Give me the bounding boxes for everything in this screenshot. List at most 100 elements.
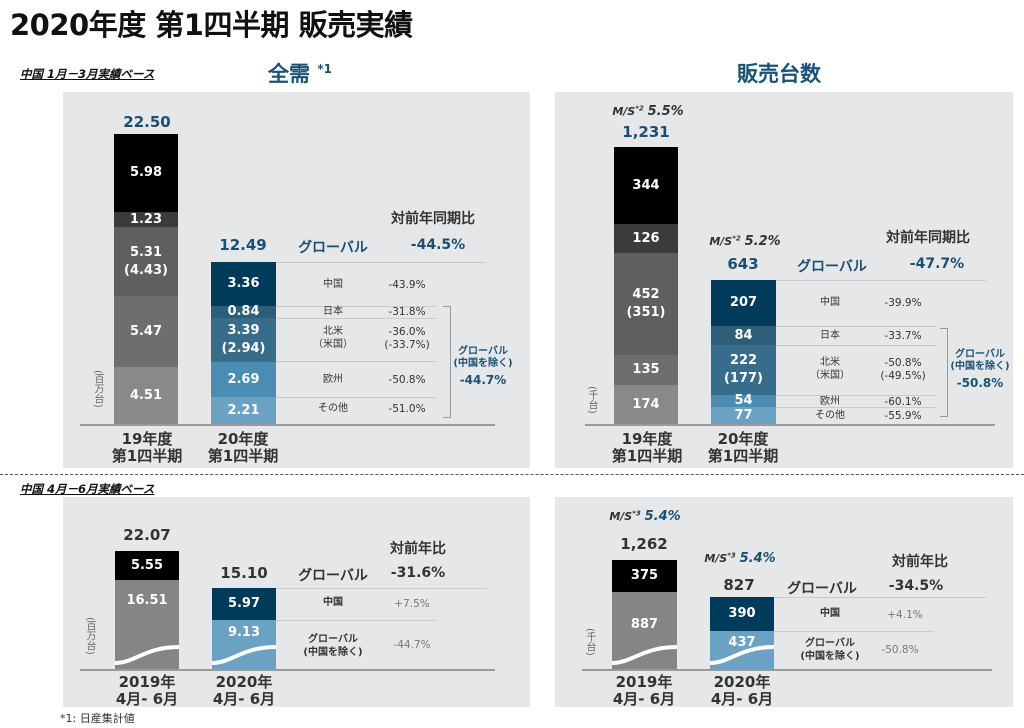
value-text: 19年度 <box>121 430 173 448</box>
bar-segment-china: 375 <box>612 560 677 592</box>
axis-break-icon <box>212 645 276 665</box>
value-text: (中国を除く) <box>303 646 363 658</box>
value-text: M/S <box>704 552 728 565</box>
row-divider <box>776 345 936 346</box>
total-label: 827 <box>723 576 755 594</box>
value-text: M/S <box>709 235 733 248</box>
value-text: -44.7% <box>459 373 507 387</box>
x-label: 19年度 第1四半期 <box>97 431 197 464</box>
row-region: 北米 （米国） <box>795 357 865 382</box>
row-yoy: -50.8% <box>881 644 919 656</box>
value-text: 344 <box>632 177 660 193</box>
market-share: M/S*3 5.4% <box>680 551 800 566</box>
footnote: *1: 日産集計値 <box>60 712 135 725</box>
value-text: 9.13 <box>227 625 261 640</box>
unit-label: (千台) <box>586 386 597 414</box>
global-yoy: -47.7% <box>909 256 965 272</box>
bar-19: 344 126 452 (351) 135 174 <box>614 147 678 424</box>
bar-segment-europe: 135 <box>614 355 678 385</box>
global-yoy: -34.5% <box>888 578 944 594</box>
value-text: 4月- 6月 <box>710 689 774 708</box>
row-yoy: -43.9% <box>388 279 426 291</box>
value-text: 222 <box>729 353 758 369</box>
value-text: (-33.7%) <box>384 339 430 352</box>
bar-segment-japan: 84 <box>711 326 776 345</box>
row-yoy: -60.1% <box>884 396 922 408</box>
row-region: 日本 <box>323 306 343 317</box>
global-yoy: -31.6% <box>390 565 446 581</box>
row-yoy: +7.5% <box>394 598 430 610</box>
bar-segment-china: 5.98 <box>114 134 178 212</box>
tiv-heading: 全需 *1 <box>268 58 332 88</box>
value-text: 452 <box>632 287 660 303</box>
x-label: 20年度 第1四半期 <box>693 431 793 464</box>
yoy-header: 対前年比 <box>390 541 446 557</box>
value-text: 北米 <box>820 357 840 368</box>
bar-segment-china: 390 <box>710 597 774 631</box>
row-region: 中国 <box>820 608 840 619</box>
unit-label: (百万台) <box>92 370 103 408</box>
value-text: （米国） <box>313 338 353 350</box>
value-text: 4.51 <box>129 387 163 403</box>
value-text: 135 <box>632 362 660 378</box>
row-region: 欧州 <box>820 396 840 407</box>
bar-segment-other: 174 <box>614 385 678 424</box>
bracket <box>940 328 948 417</box>
value-text: (351) <box>626 305 666 320</box>
value-text: -50.8% <box>884 357 922 369</box>
bar-segment-japan: 0.84 <box>211 304 276 319</box>
value-text: 5.31 <box>129 244 163 260</box>
value-text: 第1四半期 <box>207 446 279 465</box>
ex-china-summary: グローバル (中国を除く) -44.7% <box>443 346 523 387</box>
x-label: 19年度 第1四半期 <box>597 431 697 464</box>
value-text: (-49.5%) <box>880 370 926 383</box>
value-text: 3.39 <box>227 323 260 339</box>
value-text: 第1四半期 <box>707 446 779 465</box>
value-text: -50.8% <box>956 376 1004 390</box>
total-label: 1,231 <box>622 123 670 141</box>
bar-segment-ex-china: 887 <box>612 592 677 669</box>
x-axis <box>80 424 495 426</box>
row-region: 中国 <box>323 597 343 608</box>
row-region: その他 <box>815 410 845 421</box>
value-text: 54 <box>734 393 753 409</box>
row-region: 中国 <box>820 297 840 308</box>
bar-segment-europe: 54 <box>711 393 776 409</box>
value-text: -36.0% <box>388 326 426 338</box>
value-text: 第1四半期 <box>611 446 683 465</box>
value-text: (2.94) <box>221 341 266 356</box>
bracket <box>443 306 451 418</box>
value-text: 5.5% <box>647 104 684 119</box>
bar-segment-ex-china: 437 <box>710 631 774 669</box>
value-text: 5.97 <box>227 596 261 612</box>
tiv-note: *1 <box>317 62 332 76</box>
value-text: グローバル <box>805 638 855 649</box>
row-divider <box>776 280 986 281</box>
value-text: 2.21 <box>227 402 260 418</box>
unit-label: (千台) <box>584 628 595 656</box>
total-label: 1,262 <box>620 535 668 553</box>
bar-segment-china: 5.97 <box>212 588 276 620</box>
bar-segment-europe: 5.47 <box>114 296 178 367</box>
bar-segment-china: 3.36 <box>211 262 276 306</box>
section-label-apr-jun: 中国 4月－6月実績ベース <box>20 482 155 496</box>
x-label: 2019年 4月- 6月 <box>97 674 197 707</box>
value-text: (4.43) <box>124 262 168 278</box>
row-region: 欧州 <box>323 374 343 385</box>
row-divider <box>276 318 436 319</box>
bar-segment-na: 452 (351) <box>614 253 678 355</box>
row-yoy: -55.9% <box>884 410 922 422</box>
value-text: 2019年 <box>118 673 176 691</box>
yoy-header: 対前年同期比 <box>886 230 970 246</box>
row-divider <box>276 397 436 398</box>
value-text: 2020年 <box>215 673 273 691</box>
row-region: グローバル (中国を除く) <box>298 634 368 659</box>
axis-break-icon <box>710 645 774 665</box>
value-text: *2 <box>635 104 644 113</box>
value-text: 5.2% <box>744 234 781 249</box>
bar-segment-japan: 1.23 <box>114 212 178 227</box>
value-text: 第1四半期 <box>111 446 183 465</box>
value-text: （米国） <box>810 369 850 381</box>
row-divider <box>276 306 436 307</box>
total-label: 22.07 <box>123 526 171 544</box>
